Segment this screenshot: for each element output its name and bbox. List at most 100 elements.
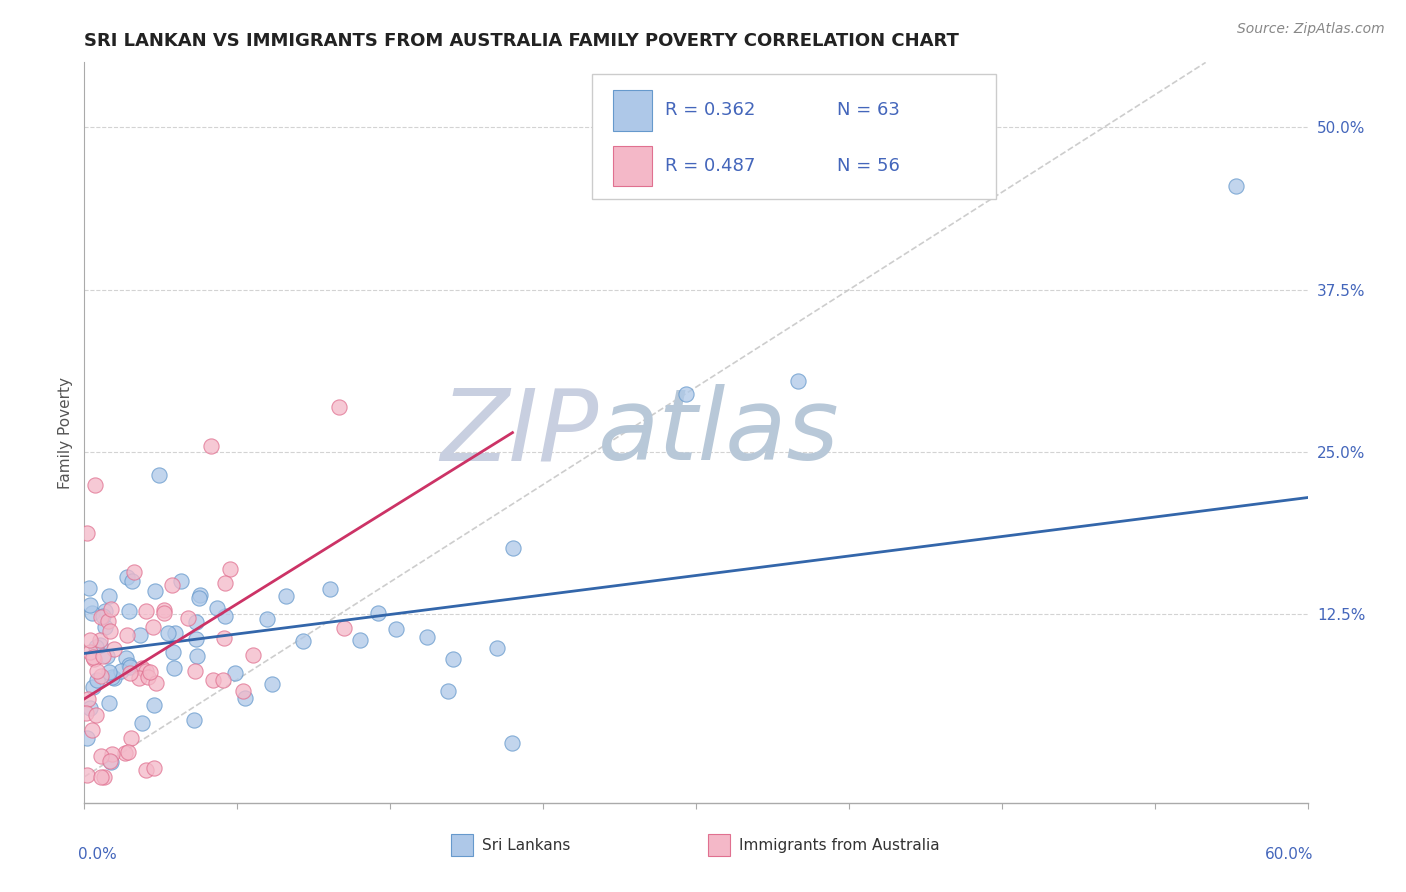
Point [101, 747, 124, 761]
Point [135, 763, 157, 777]
Text: R = 0.487: R = 0.487 [665, 157, 756, 175]
Point [97, 615, 120, 629]
Point [115, 651, 138, 665]
Point [86, 664, 108, 678]
Point [675, 386, 697, 401]
Point [110, 665, 132, 679]
Point [103, 671, 125, 685]
Point [115, 570, 138, 584]
Point [90, 748, 112, 763]
Point [76, 731, 98, 745]
Point [103, 641, 125, 656]
Point [121, 574, 143, 588]
Text: R = 0.362: R = 0.362 [665, 101, 756, 120]
Point [100, 670, 122, 684]
Point [385, 622, 408, 636]
Point [100, 601, 122, 615]
Point [200, 439, 222, 453]
Point [98, 624, 121, 638]
Text: SRI LANKAN VS IMMIGRANTS FROM AUSTRALIA FAMILY POVERTY CORRELATION CHART: SRI LANKAN VS IMMIGRANTS FROM AUSTRALIA … [84, 32, 959, 50]
Point [84, 640, 107, 655]
Point [96, 648, 118, 663]
Text: 60.0%: 60.0% [1265, 847, 1313, 863]
Point [135, 664, 157, 678]
Text: N = 56: N = 56 [837, 157, 900, 175]
Point [83, 652, 105, 666]
Bar [613, 145, 652, 186]
Y-axis label: Family Poverty: Family Poverty [58, 376, 73, 489]
Point [76, 691, 98, 706]
Point [89, 638, 111, 652]
Point [501, 736, 523, 750]
Point [177, 611, 200, 625]
Point [142, 698, 165, 712]
Point [129, 628, 152, 642]
Text: Source: ZipAtlas.com: Source: ZipAtlas.com [1237, 22, 1385, 37]
Point [97, 589, 120, 603]
Text: Immigrants from Australia: Immigrants from Australia [738, 838, 939, 853]
Point [114, 746, 136, 760]
Point [242, 648, 264, 663]
Point [187, 591, 209, 606]
Bar [613, 90, 652, 130]
Point [79, 633, 101, 648]
Point [224, 666, 246, 681]
Point [319, 582, 342, 597]
Point [90, 610, 112, 624]
Text: ZIP: ZIP [440, 384, 598, 481]
Point [160, 578, 183, 592]
Point [349, 632, 371, 647]
Point [131, 715, 153, 730]
Point [153, 603, 176, 617]
Point [83, 477, 105, 491]
Point [142, 620, 165, 634]
Point [212, 631, 235, 645]
Point [90, 669, 112, 683]
Point [79, 645, 101, 659]
Text: 0.0%: 0.0% [79, 847, 117, 863]
Point [142, 761, 165, 775]
Point [115, 628, 138, 642]
Point [256, 612, 278, 626]
Point [235, 691, 257, 706]
Point [93, 770, 115, 784]
Point [75, 706, 97, 720]
Point [91, 649, 114, 664]
Point [170, 574, 193, 589]
Point [80, 606, 103, 620]
Point [118, 660, 141, 674]
Point [89, 633, 111, 648]
Point [79, 598, 101, 612]
Point [262, 677, 284, 691]
Point [122, 565, 145, 579]
Text: Sri Lankans: Sri Lankans [482, 838, 571, 853]
Point [100, 755, 122, 769]
Point [120, 666, 142, 681]
Point [184, 632, 207, 646]
Point [84, 707, 107, 722]
Point [207, 601, 229, 615]
Point [333, 621, 356, 635]
Point [183, 664, 205, 678]
Point [485, 641, 508, 656]
Point [77, 581, 100, 595]
Point [165, 626, 187, 640]
Point [291, 634, 314, 648]
Bar [709, 834, 730, 856]
Point [184, 615, 207, 630]
Point [231, 684, 253, 698]
Text: N = 63: N = 63 [837, 101, 900, 120]
Point [1225, 178, 1247, 193]
FancyBboxPatch shape [592, 73, 995, 200]
Point [118, 658, 141, 673]
Point [186, 649, 208, 664]
Point [183, 713, 205, 727]
Point [128, 671, 150, 685]
Point [441, 652, 464, 666]
Point [212, 673, 235, 688]
Point [117, 745, 139, 759]
Point [416, 630, 439, 644]
Point [118, 604, 141, 618]
Point [328, 400, 350, 414]
Point [90, 770, 112, 784]
